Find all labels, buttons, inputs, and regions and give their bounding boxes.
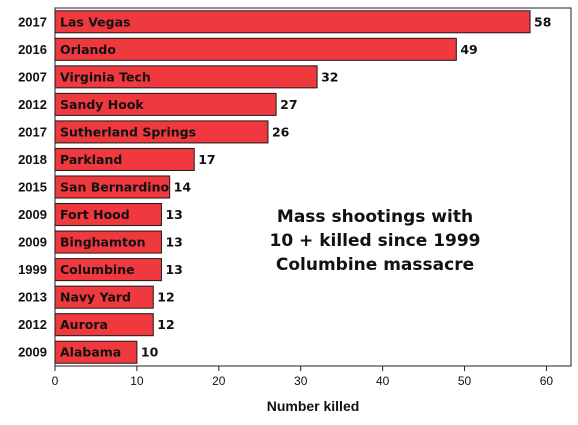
bar-category-label: Sandy Hook [60,97,144,112]
bar-category-label: Las Vegas [60,14,130,29]
bar [54,37,457,61]
bar-value-label: 10 [141,345,159,360]
year-label: 2015 [18,180,47,195]
bar-category-label: Alabama [60,345,121,360]
bar [54,313,154,337]
bar-category-label: Fort Hood [60,207,130,222]
year-label: 2012 [18,317,47,332]
bar [54,203,162,227]
bar-category-label: Columbine [60,262,135,277]
bar [54,175,171,199]
bar-category-label: Sutherland Springs [60,124,196,139]
bar-value-label: 12 [157,290,174,305]
year-label: 2013 [18,290,47,305]
bar [54,230,162,254]
x-tick-label: 10 [130,374,144,388]
bar-value-label: 27 [280,97,297,112]
bar [54,147,195,171]
bar-category-label: Orlando [60,42,116,57]
bar [54,65,318,89]
bar-value-label: 26 [272,124,290,139]
bar-category-label: Navy Yard [60,290,131,305]
x-tick-label: 60 [540,374,554,388]
year-label: 2009 [18,235,47,250]
bar-category-label: Parkland [60,152,122,167]
bar-category-label: Binghamton [60,235,145,250]
bars-group: Las Vegas 58 2017 Orlando 49 2016 Virginia Tec… [18,10,551,364]
bar [54,92,277,116]
year-label: 2012 [18,97,47,112]
bar [54,120,269,144]
x-tick-label: 40 [376,374,390,388]
annotation-line: Columbine massacre [276,255,474,275]
year-label: 2016 [18,42,47,57]
x-tick-label: 20 [212,374,226,388]
x-axis-title: Number killed [267,398,360,414]
bar-value-label: 13 [165,207,182,222]
x-tick-label: 50 [458,374,472,388]
x-tick-label: 0 [52,374,59,388]
bar-category-label: Aurora [60,317,108,332]
bar [54,10,531,34]
year-label: 2017 [18,14,47,29]
bar-category-label: San Bernardino [60,180,169,195]
bar-value-label: 58 [534,14,551,29]
year-label: 1999 [18,262,47,277]
bar-value-label: 14 [174,180,192,195]
year-label: 2017 [18,124,47,139]
year-label: 2018 [18,152,47,167]
bar-value-label: 13 [165,262,182,277]
bar-value-label: 32 [321,69,338,84]
x-tick-label: 30 [294,374,308,388]
bar [54,340,138,364]
year-label: 2009 [18,207,47,222]
year-label: 2007 [18,69,47,84]
bar-value-label: 17 [198,152,215,167]
annotation-line: Mass shootings with [277,207,473,227]
annotation-line: 10 + killed since 1999 [269,231,480,251]
bar [54,258,162,282]
bar [54,285,154,309]
x-axis: 0 10 20 30 40 50 60 [52,366,554,388]
year-label: 2009 [18,345,47,360]
annotation-text: Mass shootings with 10 + killed since 199… [269,207,480,275]
bar-value-label: 12 [157,317,174,332]
bar-category-label: Virginia Tech [60,69,151,84]
bar-value-label: 13 [165,235,182,250]
bar-value-label: 49 [460,42,477,57]
